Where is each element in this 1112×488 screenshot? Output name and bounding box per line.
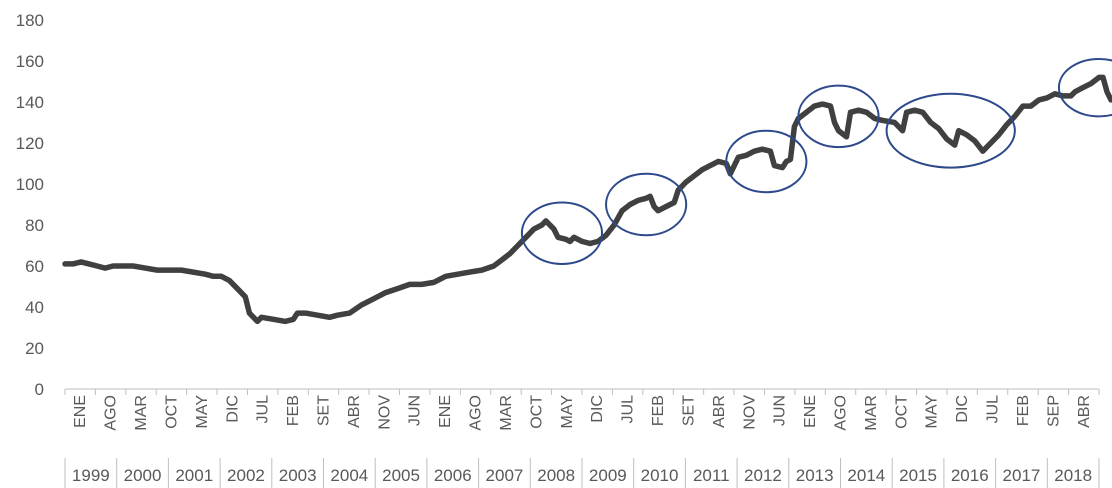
month-tick-label: ENE xyxy=(72,395,89,428)
month-tick-label: ABR xyxy=(711,395,728,428)
year-label: 2011 xyxy=(693,466,730,485)
annotation-circle xyxy=(605,172,688,237)
year-label: 2016 xyxy=(951,466,989,485)
year-label: 2012 xyxy=(744,466,782,485)
y-axis-tick-labels: 0 20 40 60 80 100 120 140 160 180 xyxy=(16,11,44,399)
year-label: 2015 xyxy=(899,466,937,485)
data-series xyxy=(62,74,1112,325)
month-tick-label: JUN xyxy=(407,395,424,426)
year-label: 2005 xyxy=(382,466,420,485)
month-tick-label: AGO xyxy=(468,395,485,431)
y-tick-label: 120 xyxy=(16,134,44,153)
month-tick-label: SEP xyxy=(1045,395,1062,427)
annotation-circle xyxy=(1057,57,1112,118)
annotation-circle xyxy=(725,129,808,194)
month-tick-label: ENE xyxy=(802,395,819,428)
month-tick-label: OCT xyxy=(163,395,180,429)
year-label: 2004 xyxy=(330,466,368,485)
year-label: 2001 xyxy=(175,466,213,485)
year-label: 1999 xyxy=(72,466,110,485)
month-tick-label: ABR xyxy=(346,395,363,428)
year-label: 2008 xyxy=(537,466,575,485)
month-tick-label: FEB xyxy=(1015,395,1032,426)
y-tick-label: 80 xyxy=(25,216,44,235)
month-tick-label: DIC xyxy=(224,395,241,423)
month-tick-label: JUN xyxy=(772,395,789,426)
annotation-circle xyxy=(520,201,604,265)
month-tick-label: SET xyxy=(316,395,333,426)
y-tick-label: 140 xyxy=(16,93,44,112)
month-tick-label: MAY xyxy=(194,395,211,429)
x-axis-ticks xyxy=(64,389,1100,395)
month-tick-label: DIC xyxy=(954,395,971,423)
y-tick-label: 20 xyxy=(25,339,44,358)
month-tick-label: JUL xyxy=(620,395,637,424)
y-tick-label: 0 xyxy=(35,380,44,399)
annotation-circle xyxy=(885,92,1016,169)
month-tick-labels: ENE AGO MAR OCT MAY DIC JUL FEB SET ABR NOV JUN ENE A… xyxy=(72,395,1093,431)
month-tick-label: MAR xyxy=(863,395,880,431)
year-label: 2000 xyxy=(124,466,162,485)
year-label: 2017 xyxy=(1003,466,1041,485)
month-tick-label: MAY xyxy=(924,395,941,429)
y-tick-label: 180 xyxy=(16,11,44,30)
month-tick-label: NOV xyxy=(376,395,393,430)
year-group-labels: 1999 2000 2001 2002 2003 2004 2005 2006 2007 2008… xyxy=(64,458,1100,488)
month-tick-label: MAR xyxy=(498,395,515,431)
month-tick-label: DIC xyxy=(589,395,606,423)
month-tick-label: ENE xyxy=(437,395,454,428)
month-tick-label: OCT xyxy=(528,395,545,429)
annotation-circles xyxy=(520,57,1112,265)
month-tick-label: AGO xyxy=(103,395,120,431)
month-tick-label: SET xyxy=(680,395,697,426)
month-tick-label: JUL xyxy=(255,395,272,424)
annotation-circle xyxy=(797,84,880,149)
month-tick-label: ABR xyxy=(1076,395,1093,428)
series-line xyxy=(62,74,1112,325)
y-tick-label: 40 xyxy=(25,298,44,317)
year-label: 2009 xyxy=(589,466,627,485)
month-tick-label: FEB xyxy=(650,395,667,426)
year-label: 2002 xyxy=(227,466,265,485)
year-label: 2018 xyxy=(1054,466,1092,485)
y-tick-label: 100 xyxy=(16,175,44,194)
year-label: 2006 xyxy=(434,466,472,485)
year-label: 2014 xyxy=(847,466,885,485)
month-tick-label: OCT xyxy=(893,395,910,429)
y-tick-label: 160 xyxy=(16,52,44,71)
year-label: 2007 xyxy=(486,466,524,485)
year-label: 2003 xyxy=(279,466,317,485)
month-tick-label: NOV xyxy=(741,395,758,430)
month-tick-label: JUL xyxy=(985,395,1002,424)
y-tick-label: 60 xyxy=(25,257,44,276)
year-label: 2010 xyxy=(641,466,679,485)
month-tick-label: AGO xyxy=(833,395,850,431)
month-tick-label: MAR xyxy=(133,395,150,431)
month-tick-label: FEB xyxy=(285,395,302,426)
month-tick-label: MAY xyxy=(559,395,576,429)
year-label: 2013 xyxy=(796,466,834,485)
